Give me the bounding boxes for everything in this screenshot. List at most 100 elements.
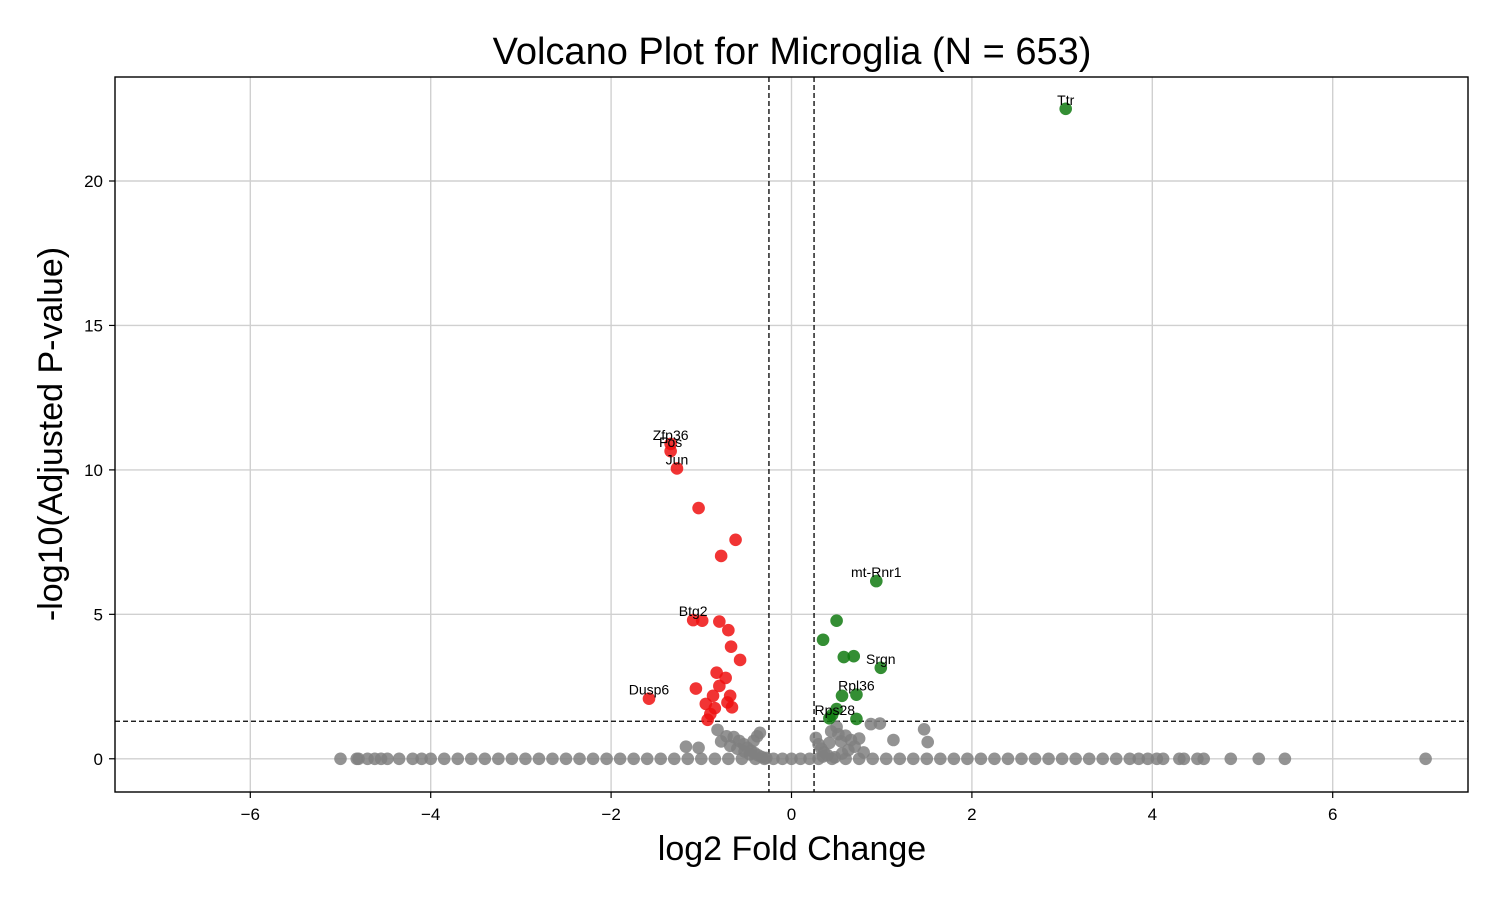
data-point-ns	[947, 752, 961, 766]
y-tick-label: 0	[94, 750, 103, 769]
data-point-up	[835, 689, 849, 703]
data-point-ns	[573, 752, 586, 766]
data-point-ns	[1197, 752, 1211, 766]
data-point-ns	[785, 752, 798, 766]
data-point-ns	[828, 751, 842, 764]
data-point-up	[850, 688, 863, 701]
data-point-ns	[478, 752, 492, 766]
data-point-ns	[692, 741, 705, 755]
x-axis-label: log2 Fold Change	[658, 830, 926, 868]
data-point-ns	[334, 752, 347, 766]
gene-label: Ttr	[1057, 92, 1074, 108]
data-point-ns	[1252, 752, 1266, 766]
data-point-ns	[654, 752, 668, 766]
gene-label: Btg2	[679, 603, 708, 619]
data-point-down	[706, 689, 720, 703]
data-point-ns	[708, 752, 722, 766]
data-point-ns	[974, 752, 988, 766]
data-point-ns	[640, 752, 654, 766]
data-point-ns	[961, 752, 974, 766]
data-point-down	[725, 701, 739, 714]
data-point-ns	[1096, 752, 1109, 766]
data-point-ns	[893, 752, 907, 766]
data-point-ns	[988, 752, 1001, 766]
data-point-down	[692, 501, 705, 515]
data-point-ns	[381, 752, 394, 766]
data-point-ns	[559, 752, 573, 766]
x-tick-label: 4	[1148, 805, 1157, 824]
data-point-down	[642, 692, 656, 705]
y-axis-label: -log10(Adjusted P-value)	[32, 247, 70, 621]
data-point-ns	[816, 750, 830, 763]
data-point-ns	[392, 752, 406, 766]
gene-label: Rps28	[815, 702, 856, 718]
data-point-ns	[437, 752, 451, 766]
y-tick-label: 15	[84, 316, 103, 335]
data-point-ns	[1123, 752, 1137, 766]
data-point-down	[729, 533, 742, 547]
data-point-ns	[352, 752, 365, 766]
data-point-ns	[406, 752, 419, 766]
data-point-ns	[679, 740, 693, 753]
axis-ticks: −6 −4 −2 0 2 4 6 0 5 10 15 20	[84, 172, 1337, 824]
data-point-ns	[532, 752, 546, 766]
data-point-ns	[866, 752, 879, 766]
data-point-down	[664, 444, 677, 458]
data-point-up	[830, 614, 843, 627]
data-point-ns	[830, 720, 843, 734]
data-point-ns	[921, 735, 935, 749]
data-point-ns	[1224, 752, 1238, 766]
data-point-ns	[613, 752, 627, 766]
data-point-ns	[1028, 752, 1042, 766]
data-point-up	[869, 574, 883, 588]
data-point-ns	[1109, 752, 1123, 766]
data-point-ns	[823, 736, 836, 750]
x-tick-label: 2	[967, 805, 976, 824]
data-point-ns	[759, 751, 773, 765]
data-point-up	[874, 661, 888, 675]
data-point-ns	[627, 752, 640, 766]
data-point-ns	[1055, 752, 1069, 766]
gene-label: mt-Rnr1	[851, 564, 902, 580]
data-point-up	[847, 649, 861, 663]
data-point-ns	[743, 748, 757, 761]
data-point-ns	[492, 752, 505, 766]
data-point-ns	[1141, 752, 1155, 766]
data-point-ns	[864, 717, 878, 731]
data-point-ns	[1278, 752, 1292, 766]
data-point-ns	[546, 752, 559, 766]
data-point-up	[837, 650, 851, 664]
data-point-ns	[803, 752, 816, 766]
data-point-ns	[667, 752, 681, 766]
y-tick-label: 5	[94, 605, 103, 624]
data-points	[334, 102, 1432, 766]
data-point-up	[850, 712, 863, 726]
data-point-ns	[424, 752, 438, 766]
data-point-ns	[1419, 752, 1432, 766]
data-point-ns	[600, 752, 613, 766]
data-point-ns	[1132, 752, 1146, 766]
x-tick-label: −4	[421, 805, 440, 824]
data-point-ns	[1069, 752, 1082, 766]
data-point-down	[686, 613, 700, 627]
data-point-ns	[1042, 752, 1055, 766]
x-tick-label: 6	[1328, 805, 1337, 824]
data-point-ns	[794, 752, 807, 766]
x-tick-label: 0	[787, 805, 796, 824]
y-tick-label: 10	[84, 461, 103, 480]
data-point-ns	[451, 752, 465, 766]
data-point-down	[713, 615, 726, 628]
gene-label: Fos	[659, 434, 682, 450]
data-point-down	[701, 713, 714, 727]
data-point-ns	[1177, 752, 1191, 766]
gene-label: Srgn	[866, 651, 896, 667]
data-point-up	[1059, 102, 1073, 116]
data-point-ns	[917, 723, 931, 736]
data-point-ns	[711, 723, 724, 737]
data-point-ns	[519, 752, 532, 766]
data-point-ns	[586, 752, 600, 766]
threshold-lines	[115, 77, 1468, 792]
data-point-ns	[857, 746, 870, 759]
data-point-down	[733, 653, 747, 667]
